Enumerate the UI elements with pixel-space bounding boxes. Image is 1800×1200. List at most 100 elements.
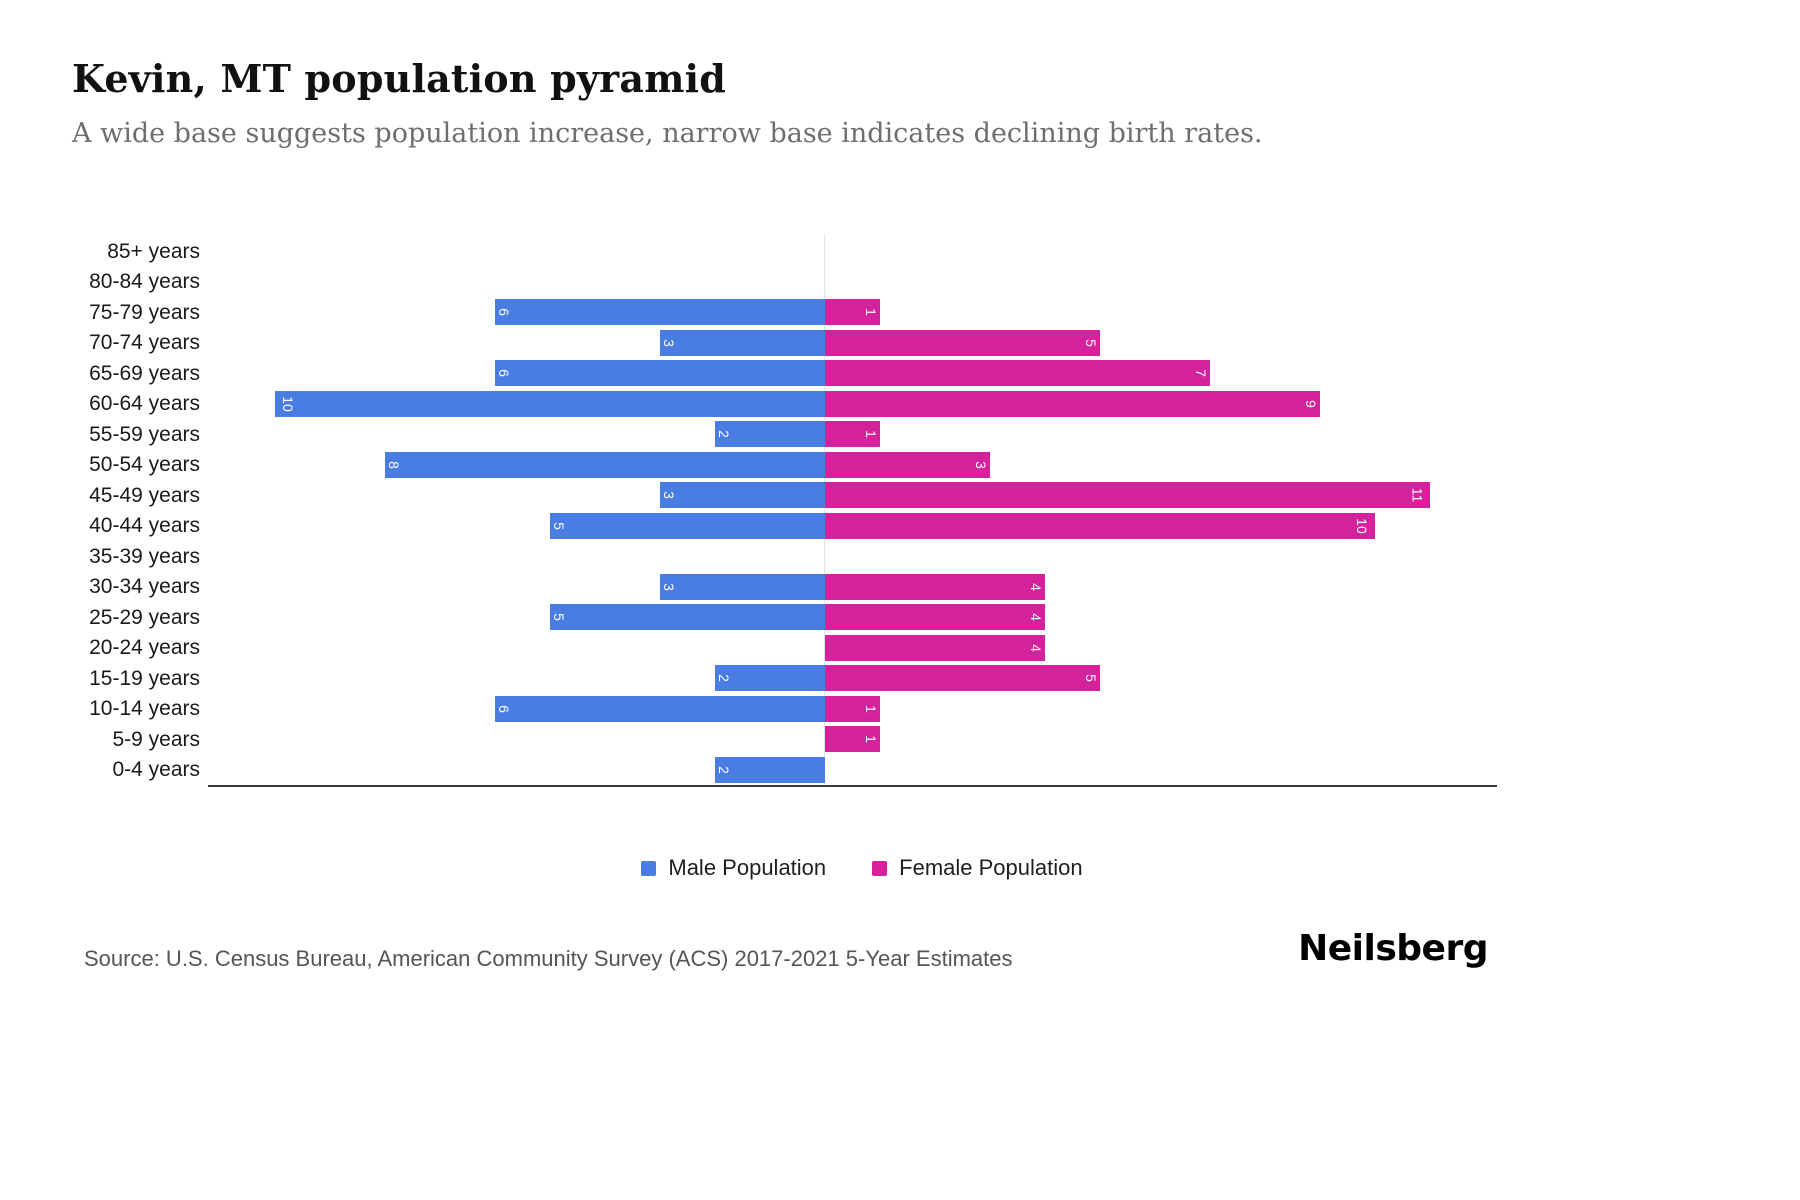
male-bar: 3 <box>660 329 825 356</box>
y-axis-label: 10-14 years <box>89 697 200 721</box>
female-bar-value: 9 <box>1303 399 1320 408</box>
male-bar: 5 <box>550 512 825 539</box>
chart-rows: 85+ years 80-84 years 75-79 years 6 1 70-74 y… <box>72 236 1500 785</box>
chart-row: 55-59 years 2 1 <box>72 419 1500 450</box>
female-bar: 4 <box>825 634 1045 661</box>
male-bar-value: 6 <box>495 704 512 713</box>
female-bar-value: 5 <box>1083 674 1100 683</box>
chart-row: 5-9 years 1 <box>72 724 1500 755</box>
plot-area-row: 4 <box>210 633 1495 664</box>
chart-row: 80-84 years <box>72 267 1500 298</box>
chart-row: 20-24 years 4 <box>72 633 1500 664</box>
female-bar-value: 7 <box>1193 369 1210 378</box>
female-bar-value: 4 <box>1028 613 1045 622</box>
legend-item-male: Male Population <box>641 855 826 881</box>
y-axis-label: 80-84 years <box>89 270 200 294</box>
legend-item-female: Female Population <box>872 855 1083 881</box>
y-axis-label: 30-34 years <box>89 575 200 599</box>
chart-row: 45-49 years 3 11 <box>72 480 1500 511</box>
y-axis-label: 20-24 years <box>89 636 200 660</box>
female-bar-value: 11 <box>1409 487 1426 503</box>
chart-row: 60-64 years 10 9 <box>72 389 1500 420</box>
y-axis-label: 45-49 years <box>89 483 200 507</box>
female-bar: 10 <box>825 512 1375 539</box>
male-bar-value: 10 <box>279 395 296 412</box>
female-bar: 11 <box>825 482 1430 509</box>
y-axis-label: 70-74 years <box>89 331 200 355</box>
female-bar-value: 4 <box>1028 643 1045 652</box>
male-bar-value: 8 <box>385 460 402 469</box>
female-bar-value: 4 <box>1028 582 1045 591</box>
chart-row: 0-4 years 2 <box>72 755 1500 786</box>
female-bar: 1 <box>825 726 880 753</box>
y-axis-label: 0-4 years <box>112 758 200 782</box>
male-bar-value: 6 <box>495 308 512 317</box>
population-pyramid-chart: 85+ years 80-84 years 75-79 years 6 1 70-74 y… <box>72 234 1500 796</box>
female-legend-label: Female Population <box>899 855 1083 880</box>
legend: Male Population Female Population <box>0 855 1724 881</box>
male-legend-label: Male Population <box>668 855 827 880</box>
male-bar-value: 3 <box>660 491 677 500</box>
male-bar-value: 3 <box>660 338 677 347</box>
male-bar-value: 2 <box>715 674 732 683</box>
chart-row: 75-79 years 6 1 <box>72 297 1500 328</box>
male-bar: 10 <box>275 390 825 417</box>
male-bar-value: 5 <box>550 613 567 622</box>
plot-area-row: 10 9 <box>210 389 1495 420</box>
male-legend-swatch <box>641 860 657 876</box>
male-bar: 5 <box>550 604 825 631</box>
female-legend-swatch <box>872 860 888 876</box>
female-bar: 5 <box>825 665 1100 692</box>
female-bar-value: 5 <box>1083 338 1100 347</box>
center-gridline <box>824 234 825 785</box>
female-bar: 9 <box>825 390 1320 417</box>
chart-row: 15-19 years 2 5 <box>72 663 1500 694</box>
plot-area-row <box>210 267 1495 298</box>
plot-area-row: 1 <box>210 724 1495 755</box>
female-bar: 7 <box>825 360 1210 387</box>
male-bar: 6 <box>495 299 825 326</box>
female-bar-value: 1 <box>863 704 880 713</box>
y-axis-label: 35-39 years <box>89 544 200 568</box>
plot-area-row <box>210 541 1495 572</box>
chart-row: 70-74 years 3 5 <box>72 328 1500 359</box>
male-bar-value: 3 <box>660 582 677 591</box>
male-bar: 2 <box>715 665 825 692</box>
male-bar-value: 6 <box>495 369 512 378</box>
y-axis-label: 75-79 years <box>89 300 200 324</box>
male-bar: 3 <box>660 482 825 509</box>
y-axis-label: 15-19 years <box>89 666 200 690</box>
female-bar-value: 1 <box>863 735 880 744</box>
male-bar: 3 <box>660 573 825 600</box>
y-axis-label: 25-29 years <box>89 605 200 629</box>
female-bar-value: 1 <box>863 430 880 439</box>
female-bar: 4 <box>825 573 1045 600</box>
plot-area-row: 5 10 <box>210 511 1495 542</box>
female-bar-value: 3 <box>973 460 990 469</box>
male-bar: 8 <box>385 451 825 478</box>
male-bar: 2 <box>715 756 825 783</box>
x-axis-line <box>208 785 1497 787</box>
female-bar: 5 <box>825 329 1100 356</box>
female-bar: 4 <box>825 604 1045 631</box>
chart-title: Kevin, MT population pyramid <box>72 56 727 101</box>
chart-row: 40-44 years 5 10 <box>72 511 1500 542</box>
female-bar: 1 <box>825 299 880 326</box>
chart-row: 50-54 years 8 3 <box>72 450 1500 481</box>
chart-row: 85+ years <box>72 236 1500 267</box>
chart-row: 30-34 years 3 4 <box>72 572 1500 603</box>
male-bar-value: 5 <box>550 521 567 530</box>
male-bar-value: 2 <box>715 765 732 774</box>
y-axis-label: 60-64 years <box>89 392 200 416</box>
male-bar: 6 <box>495 695 825 722</box>
chart-row: 65-69 years 6 7 <box>72 358 1500 389</box>
female-bar: 1 <box>825 421 880 448</box>
